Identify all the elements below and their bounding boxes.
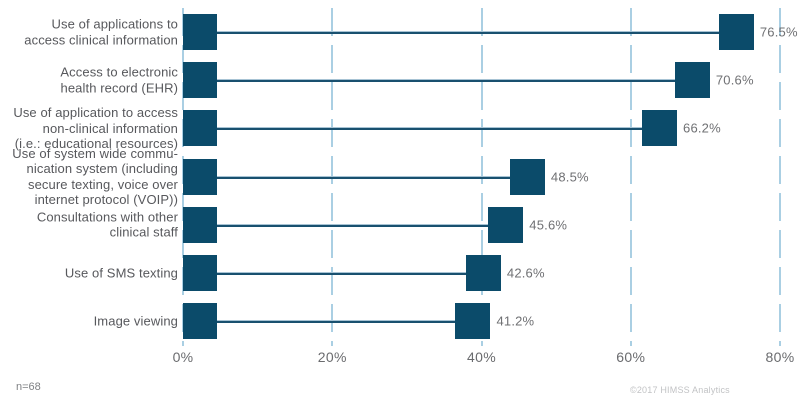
start-marker [183,254,217,291]
start-marker [183,158,217,195]
category-label: Use of system wide commu- nication syste… [12,145,178,208]
connector-line [200,79,693,83]
value-label: 66.2% [683,120,721,136]
connector-line [200,175,528,179]
x-axis-tick-label: 80% [765,349,795,365]
sample-size-footnote: n=68 [16,381,41,393]
value-marker [718,14,754,50]
value-label: 42.6% [506,265,545,281]
connector-line [200,223,507,227]
value-label: 48.5% [550,169,589,184]
start-marker [183,303,217,340]
copyright-note: ©2017 HIMSS Analytics [630,385,730,395]
value-marker [465,254,501,291]
value-label: 70.6% [715,72,754,88]
x-axis-tick-label: 60% [616,349,646,365]
start-marker [183,110,217,147]
category-label: Use of applications to access clinical i… [24,16,178,48]
connector-line [200,31,737,34]
category-label: Image viewing [93,313,178,329]
value-marker [642,110,678,147]
start-marker [183,14,217,50]
connector-line [200,127,661,131]
x-axis-tick-label: 0% [172,349,194,365]
value-label: 76.5% [759,24,798,40]
category-label: Access to electronic health record (EHR) [60,64,178,96]
value-marker [488,206,524,243]
start-marker [183,62,217,99]
gridline [629,8,632,346]
start-marker [183,206,217,243]
connector-line [200,320,474,324]
gridline [779,8,781,346]
x-axis-tick-label: 20% [317,349,347,365]
category-label: Consultations with other clinical staff [36,209,178,240]
x-axis-tick-label: 40% [467,349,496,365]
value-label: 41.2% [496,313,535,329]
connector-line [200,271,484,275]
value-marker [455,303,491,340]
value-marker [674,62,710,99]
value-marker [509,158,545,195]
category-label: Use of SMS texting [64,265,178,281]
value-label: 45.6% [529,217,568,233]
category-label: Use of application to access non-clinica… [13,105,178,152]
